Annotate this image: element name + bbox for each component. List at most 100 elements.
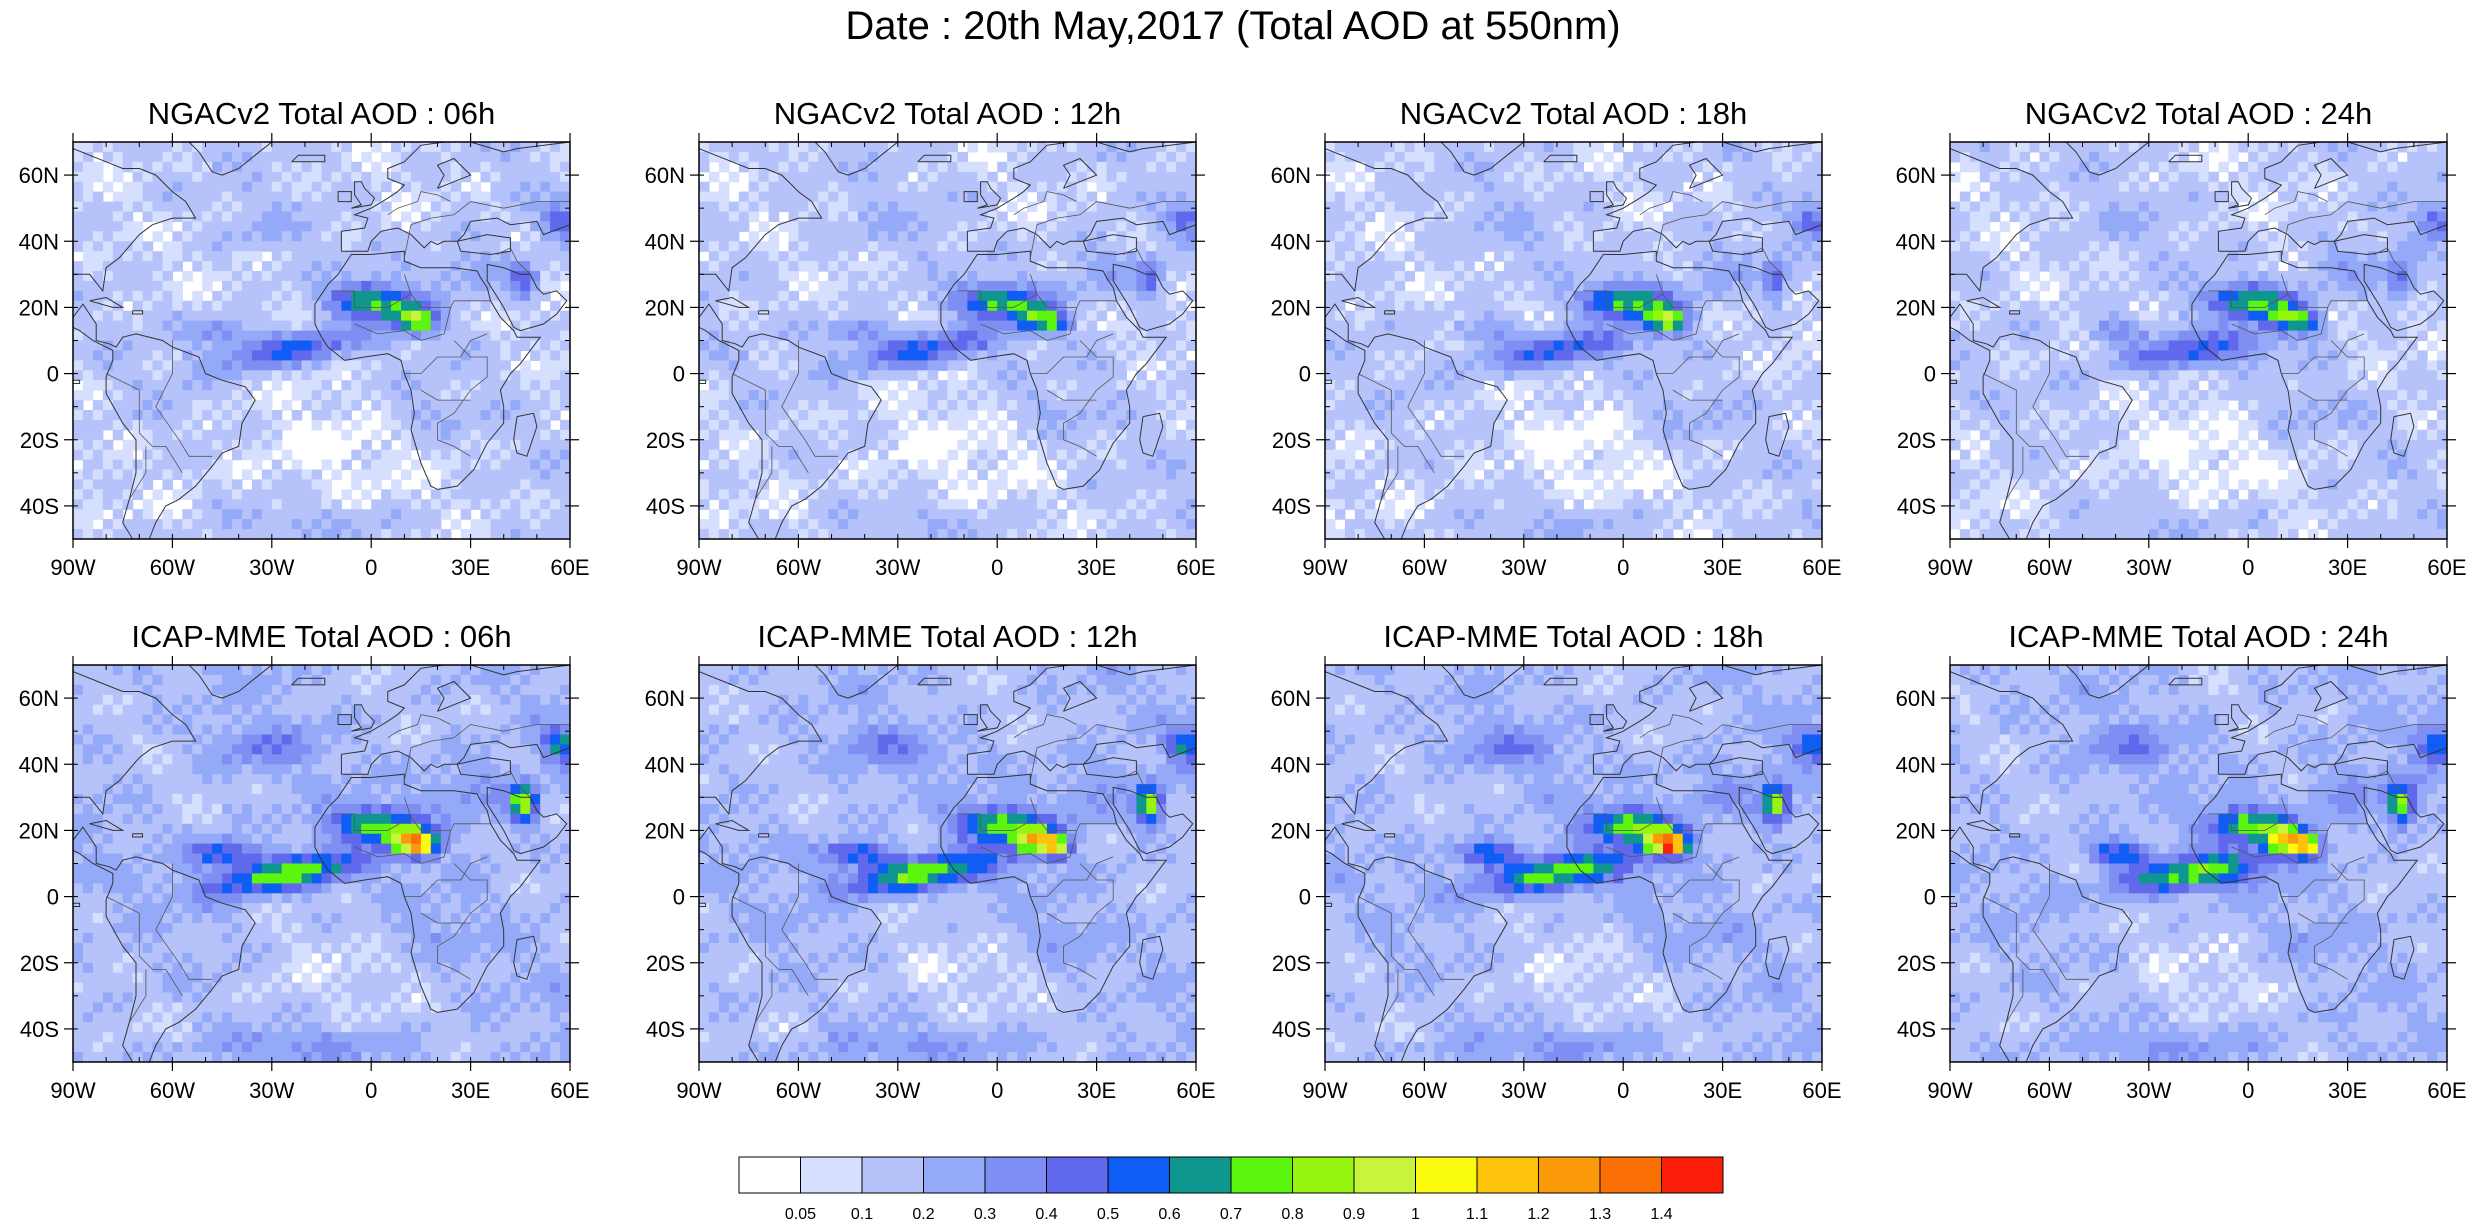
lat-tick-label: 40S [1897,494,1936,519]
map-panel: ICAP-MME Total AOD : 24h 60N 40N 20N 0 20S 40S… [1896,619,2466,1103]
lat-tick-label: 20N [19,818,59,843]
map-panel: NGACv2 Total AOD : 12h 60N 40N 20N 0 20S 40S 90… [645,96,1216,580]
panel-title: ICAP-MME Total AOD : 18h [1383,619,1763,654]
colorbar-swatch [738,1156,801,1194]
lon-tick-label: 90W [676,555,721,580]
lat-tick-label: 40S [1272,1017,1311,1042]
colorbar-label: 1.4 [1650,1206,1672,1222]
lon-tick-label: 0 [365,555,377,580]
lat-tick-label: 0 [1299,885,1311,910]
lon-tick-label: 30E [2328,1078,2367,1103]
lon-tick-label: 30W [249,1078,294,1103]
colorbar-swatch [1230,1156,1293,1194]
aod-field [699,142,1196,539]
map-panel: NGACv2 Total AOD : 24h 60N 40N 20N 0 20S 40S 90… [1896,96,2466,580]
lon-tick-label: 60E [550,555,589,580]
lat-tick-label: 20S [646,951,685,976]
map-panel: ICAP-MME Total AOD : 12h 60N 40N 20N 0 20S 40S… [645,619,1216,1103]
lat-tick-label: 20S [1897,951,1936,976]
lat-tick-label: 20S [20,428,59,453]
lat-tick-label: 40S [1897,1017,1936,1042]
colorbar-label: 1.2 [1527,1206,1549,1222]
lon-tick-label: 60W [2027,1078,2072,1103]
lat-tick-label: 60N [19,163,59,188]
map-panel: ICAP-MME Total AOD : 06h 60N 40N 20N 0 20S 40S… [19,619,590,1103]
lat-tick-label: 0 [47,885,59,910]
lon-tick-label: 30W [875,555,920,580]
lon-tick-label: 60E [1802,1078,1841,1103]
lat-tick-label: 60N [1271,686,1311,711]
lat-tick-label: 20N [1896,295,1936,320]
colorbar-swatch [1476,1156,1539,1194]
lon-tick-label: 30E [451,1078,490,1103]
lon-tick-label: 60E [1176,555,1215,580]
lat-tick-label: 40S [1272,494,1311,519]
aod-field [1950,665,2447,1062]
colorbar-label: 0.5 [1097,1206,1119,1222]
lon-tick-label: 30W [249,555,294,580]
panel-title: ICAP-MME Total AOD : 12h [757,619,1137,654]
lat-tick-label: 0 [673,362,685,387]
lat-tick-label: 60N [19,686,59,711]
lon-tick-label: 0 [1617,1078,1629,1103]
lon-tick-label: 30E [1703,555,1742,580]
panel-title: NGACv2 Total AOD : 12h [774,96,1121,131]
lon-tick-label: 90W [50,555,95,580]
colorbar-label: 0.1 [851,1206,873,1222]
lon-tick-label: 30W [2126,1078,2171,1103]
lat-tick-label: 60N [1896,686,1936,711]
lat-tick-label: 20S [1272,951,1311,976]
lon-tick-label: 90W [1302,555,1347,580]
lat-tick-label: 60N [1896,163,1936,188]
aod-field [1325,665,1822,1062]
lat-tick-label: 20S [1897,428,1936,453]
lon-tick-label: 0 [1617,555,1629,580]
lat-tick-label: 20N [645,295,685,320]
lon-tick-label: 60W [1402,1078,1447,1103]
lat-tick-label: 0 [1299,362,1311,387]
lat-tick-label: 20S [20,951,59,976]
colorbar-swatch [861,1156,924,1194]
lat-tick-label: 20N [19,295,59,320]
lat-tick-label: 60N [645,163,685,188]
aod-field [699,665,1196,1062]
lon-tick-label: 0 [2242,555,2254,580]
aod-field [1950,142,2447,539]
colorbar-swatch [1169,1156,1232,1194]
colorbar-label: 1.1 [1466,1206,1488,1222]
lon-tick-label: 60W [776,555,821,580]
aod-field [1325,142,1822,539]
lat-tick-label: 40N [645,229,685,254]
lon-tick-label: 90W [1927,555,1972,580]
colorbar-swatch [800,1156,863,1194]
lat-tick-label: 0 [1924,885,1936,910]
map-panel: NGACv2 Total AOD : 06h 60N 40N 20N 0 20S 40S 90… [19,96,590,580]
lat-tick-label: 60N [1271,163,1311,188]
lon-tick-label: 30W [1501,555,1546,580]
lon-tick-label: 60W [2027,555,2072,580]
colorbar-label: 0.3 [974,1206,996,1222]
lon-tick-label: 60E [2427,555,2466,580]
colorbar-swatch [1292,1156,1355,1194]
page-title: Date : 20th May,2017 (Total AOD at 550nm… [845,4,1621,48]
lon-tick-label: 0 [991,1078,1003,1103]
lat-tick-label: 40N [1271,752,1311,777]
lat-tick-label: 0 [1924,362,1936,387]
lon-tick-label: 60E [2427,1078,2466,1103]
colorbar-swatch [984,1156,1047,1194]
panel-title: NGACv2 Total AOD : 06h [148,96,495,131]
lon-tick-label: 30E [1077,555,1116,580]
lon-tick-label: 90W [676,1078,721,1103]
colorbar-label: 0.7 [1220,1206,1242,1222]
lon-tick-label: 30W [1501,1078,1546,1103]
colorbar-swatch [923,1156,986,1194]
colorbar-label: 0.05 [785,1206,816,1222]
colorbar-label: 1 [1411,1206,1420,1222]
aod-field [73,665,570,1062]
colorbar-label: 0.9 [1343,1206,1365,1222]
lat-tick-label: 40S [20,1017,59,1042]
lon-tick-label: 0 [365,1078,377,1103]
colorbar-swatch [1661,1156,1724,1194]
lon-tick-label: 60W [150,555,195,580]
